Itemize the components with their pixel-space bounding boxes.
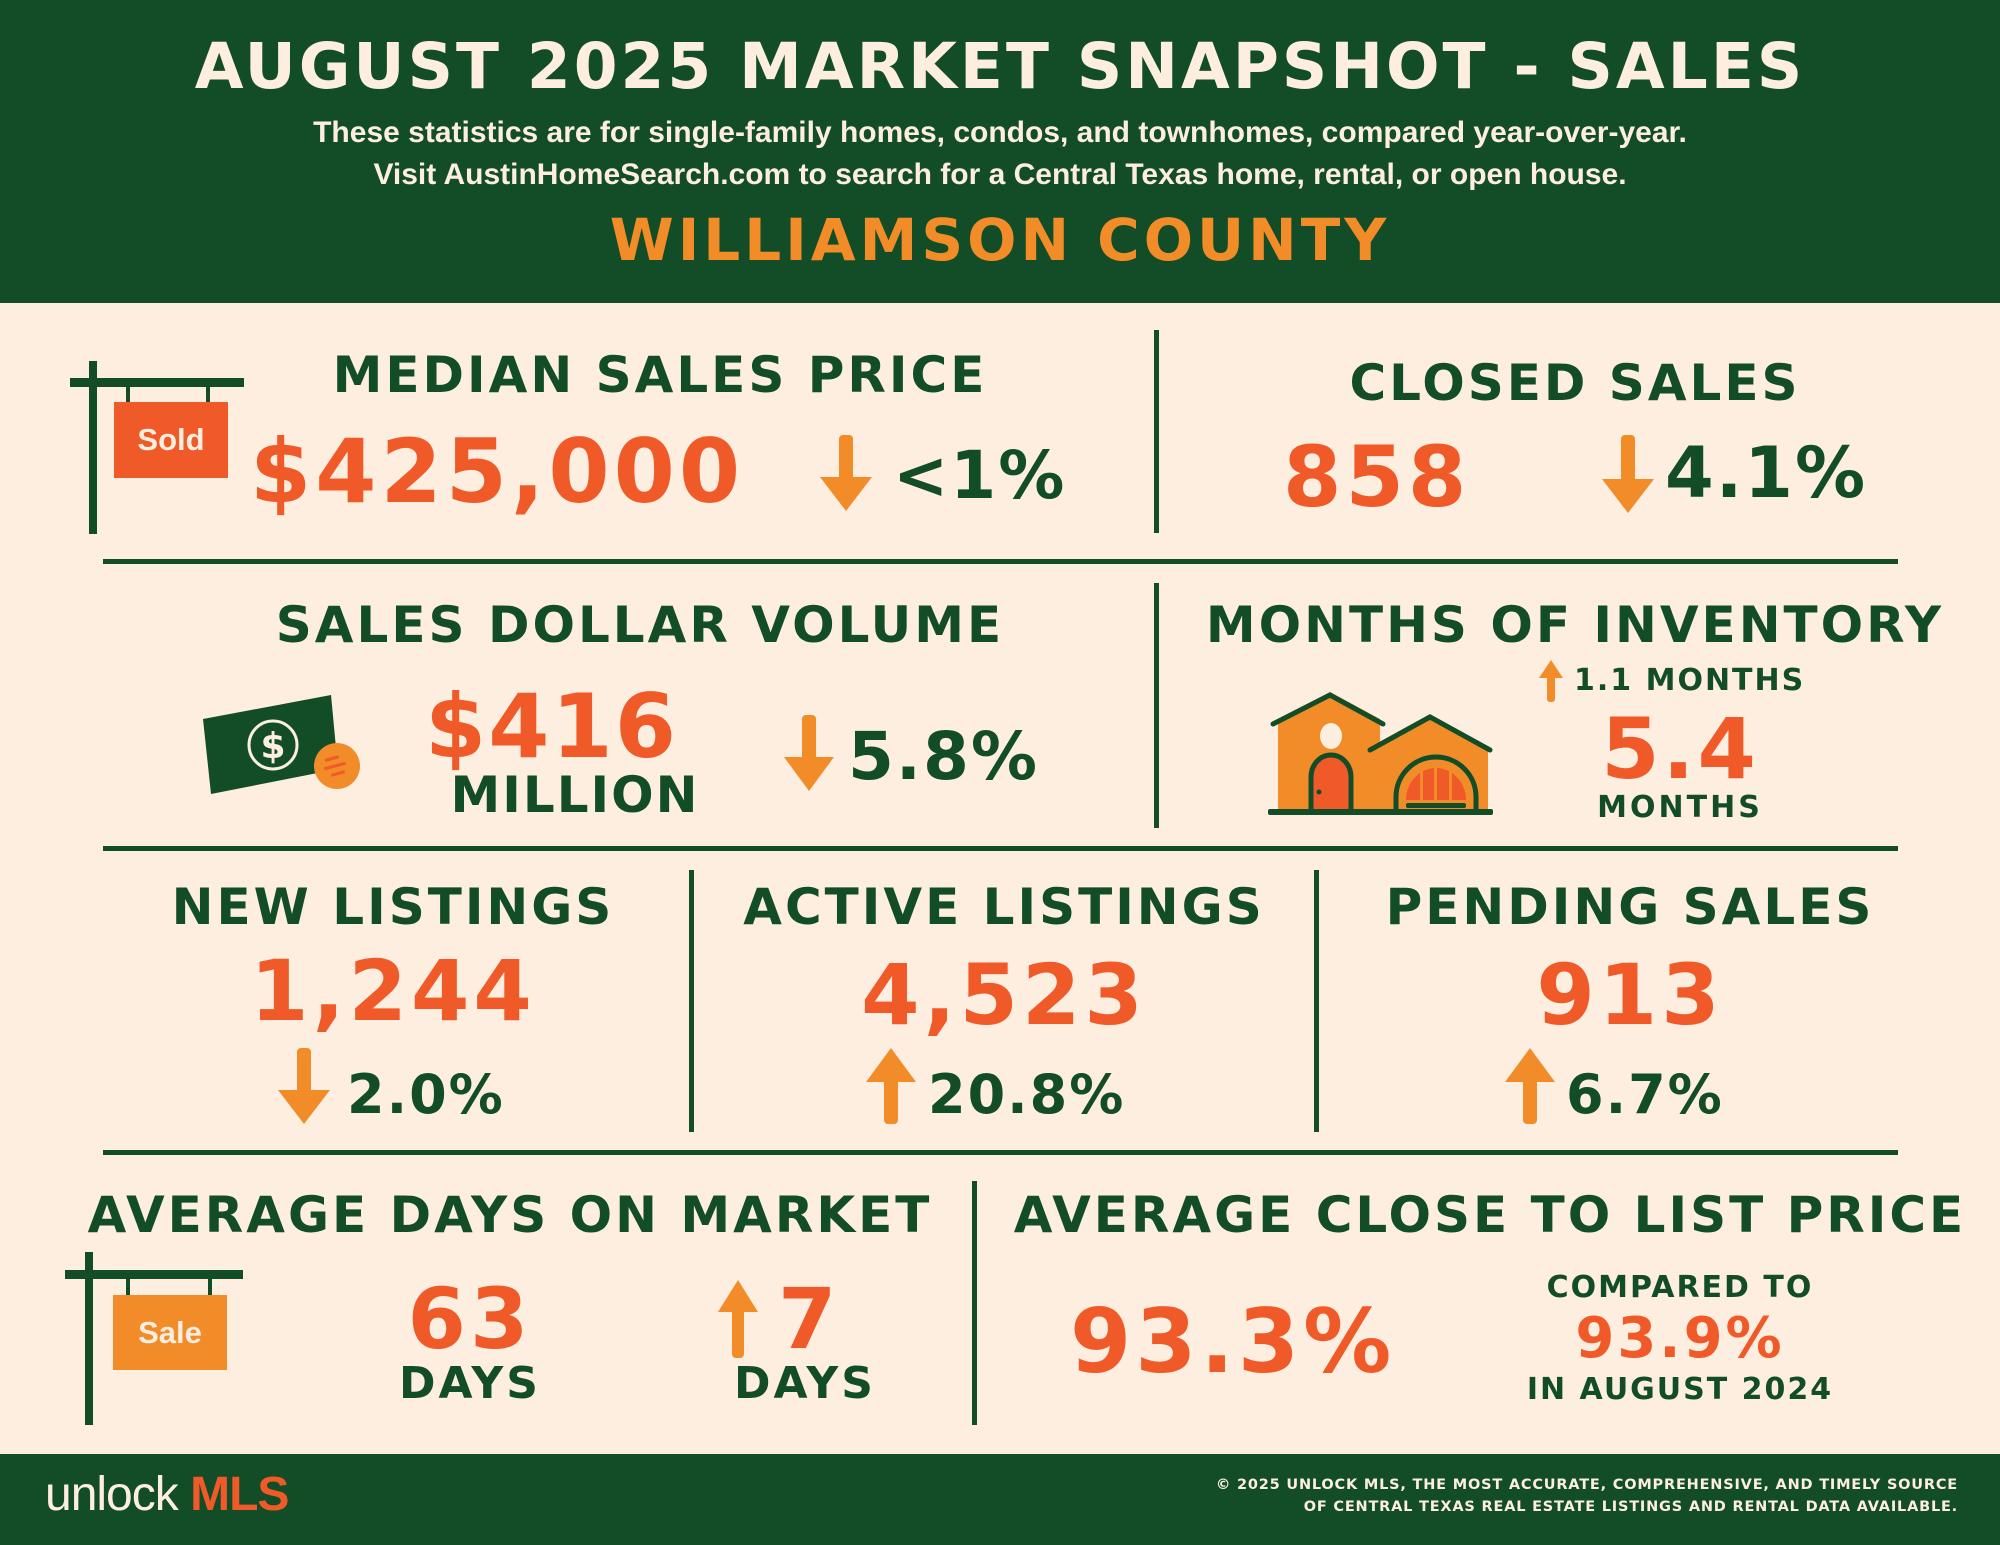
divider-v-row3-b bbox=[1314, 870, 1319, 1132]
pending-sales-value: 913 bbox=[1536, 946, 1724, 1044]
avg-close-to-list-value: 93.3% bbox=[1070, 1290, 1396, 1393]
money-bill-icon: $ bbox=[203, 695, 360, 794]
closed-sales-label: CLOSED SALES bbox=[1349, 354, 1801, 412]
divider-v-bottom bbox=[972, 1181, 977, 1425]
avg-days-on-market-unit: DAYS bbox=[399, 1358, 541, 1409]
footer-bar bbox=[0, 1454, 2000, 1545]
active-listings-label: ACTIVE LISTINGS bbox=[743, 878, 1265, 936]
logo-text-unlock: unlock bbox=[45, 1468, 179, 1521]
avg-days-on-market-value: 63 bbox=[407, 1270, 533, 1368]
compare-value: 93.9% bbox=[1575, 1306, 1785, 1371]
sale-sign-icon: Sale bbox=[65, 1252, 243, 1425]
arrow-up-icon bbox=[1539, 660, 1563, 702]
divider-v-row3-a bbox=[689, 870, 694, 1132]
region-title: WILLIAMSON COUNTY bbox=[609, 206, 1391, 274]
divider-row-3 bbox=[103, 1150, 1898, 1155]
copyright-line-1: © 2025 UNLOCK MLS, THE MOST ACCURATE, CO… bbox=[1215, 1477, 1958, 1493]
sold-sign-icon: Sold bbox=[70, 361, 244, 534]
avg-days-on-market-change-unit: DAYS bbox=[734, 1358, 876, 1409]
months-of-inventory-change: 1.1 MONTHS bbox=[1574, 663, 1806, 698]
compare-period: IN AUGUST 2024 bbox=[1526, 1372, 1834, 1407]
sales-dollar-volume-value: $416 bbox=[425, 675, 678, 778]
avg-close-to-list-label: AVERAGE CLOSE TO LIST PRICE bbox=[1013, 1186, 1967, 1244]
sales-dollar-volume-change: 5.8% bbox=[848, 718, 1040, 795]
svg-text:$: $ bbox=[260, 726, 285, 767]
median-sales-price-label: MEDIAN SALES PRICE bbox=[332, 346, 988, 404]
copyright-line-2: OF CENTRAL TEXAS REAL ESTATE LISTINGS AN… bbox=[1303, 1499, 1958, 1515]
arrow-up-icon bbox=[866, 1048, 916, 1124]
arrow-up-icon bbox=[718, 1280, 758, 1358]
unlock-mls-logo: unlock MLS bbox=[45, 1467, 289, 1522]
new-listings-value: 1,244 bbox=[250, 942, 536, 1040]
months-of-inventory-label: MONTHS OF INVENTORY bbox=[1205, 596, 1945, 654]
new-listings-change: 2.0% bbox=[347, 1063, 505, 1126]
divider-v-top bbox=[1154, 330, 1159, 533]
compare-label: COMPARED TO bbox=[1546, 1270, 1814, 1305]
avg-days-on-market-label: AVERAGE DAYS ON MARKET bbox=[87, 1186, 933, 1244]
arrow-down-icon bbox=[820, 435, 872, 511]
house-icon bbox=[1268, 692, 1493, 815]
page-title: AUGUST 2025 MARKET SNAPSHOT - SALES bbox=[194, 30, 1806, 103]
median-sales-price-change: <1% bbox=[893, 437, 1067, 514]
arrow-down-icon bbox=[1602, 435, 1654, 513]
new-listings-label: NEW LISTINGS bbox=[171, 878, 615, 936]
divider-v-row2 bbox=[1154, 583, 1159, 828]
svg-text:Sale: Sale bbox=[138, 1315, 202, 1350]
months-of-inventory-value: 5.4 bbox=[1601, 700, 1759, 798]
arrow-down-icon bbox=[278, 1048, 330, 1124]
sales-dollar-volume-label: SALES DOLLAR VOLUME bbox=[275, 596, 1005, 654]
logo-text-mls: MLS bbox=[190, 1468, 289, 1521]
header-banner bbox=[0, 0, 2000, 303]
active-listings-value: 4,523 bbox=[861, 946, 1147, 1044]
pending-sales-label: PENDING SALES bbox=[1385, 878, 1875, 936]
pending-sales-change: 6.7% bbox=[1566, 1063, 1724, 1126]
avg-days-on-market-change: 7 bbox=[778, 1270, 837, 1368]
median-sales-price-value: $425,000 bbox=[250, 420, 745, 523]
arrow-down-icon bbox=[784, 715, 834, 791]
subtitle-line-1: These statistics are for single-family h… bbox=[313, 116, 1687, 149]
sales-dollar-volume-unit: MILLION bbox=[450, 766, 700, 824]
closed-sales-change: 4.1% bbox=[1665, 432, 1868, 514]
subtitle-line-2: Visit AustinHomeSearch.com to search for… bbox=[373, 158, 1627, 191]
active-listings-change: 20.8% bbox=[928, 1063, 1126, 1126]
svg-text:Sold: Sold bbox=[137, 422, 204, 457]
divider-row-1 bbox=[103, 559, 1898, 564]
arrow-up-icon bbox=[1505, 1048, 1555, 1124]
months-of-inventory-unit: MONTHS bbox=[1597, 790, 1763, 825]
closed-sales-value: 858 bbox=[1283, 428, 1471, 526]
divider-row-2 bbox=[103, 846, 1898, 851]
